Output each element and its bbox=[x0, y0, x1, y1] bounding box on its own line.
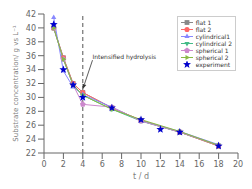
svg-text:Substrate concentration/ g vs: Substrate concentration/ g vs L⁻¹ bbox=[12, 25, 20, 142]
svg-text:42: 42 bbox=[26, 10, 36, 19]
svg-text:0: 0 bbox=[41, 160, 46, 169]
svg-text:18: 18 bbox=[214, 160, 224, 169]
svg-text:36: 36 bbox=[26, 52, 36, 61]
svg-text:16: 16 bbox=[194, 160, 204, 169]
svg-text:22: 22 bbox=[26, 149, 36, 158]
html-text:experiment: experiment bbox=[195, 61, 231, 68]
svg-text:12: 12 bbox=[155, 160, 165, 169]
html-text:cylindrical1: cylindrical1 bbox=[195, 33, 231, 40]
svg-text:4: 4 bbox=[80, 160, 85, 169]
svg-text:8: 8 bbox=[119, 160, 124, 169]
svg-text:10: 10 bbox=[136, 160, 146, 169]
html-text:flat 2: flat 2 bbox=[195, 26, 212, 33]
svg-text:t / d: t / d bbox=[133, 172, 149, 181]
svg-text:2: 2 bbox=[61, 160, 66, 169]
svg-text:20: 20 bbox=[233, 160, 243, 169]
svg-text:28: 28 bbox=[26, 107, 36, 116]
svg-text:26: 26 bbox=[26, 121, 36, 130]
svg-text:38: 38 bbox=[26, 38, 36, 47]
svg-text:40: 40 bbox=[26, 24, 36, 33]
svg-text:32: 32 bbox=[26, 79, 36, 88]
svg-text:34: 34 bbox=[26, 65, 36, 74]
svg-text:30: 30 bbox=[26, 93, 36, 102]
svg-text:6: 6 bbox=[100, 160, 105, 169]
svg-text:14: 14 bbox=[175, 160, 185, 169]
html-text:flat 1: flat 1 bbox=[195, 19, 212, 26]
html-text:spherical 2: spherical 2 bbox=[195, 54, 229, 61]
svg-text:24: 24 bbox=[26, 135, 36, 144]
html-text:spherical 1: spherical 1 bbox=[195, 47, 229, 54]
svg-text:Intensified hydrolysis: Intensified hydrolysis bbox=[93, 53, 157, 61]
html-text:cylindrical 2: cylindrical 2 bbox=[195, 40, 232, 47]
